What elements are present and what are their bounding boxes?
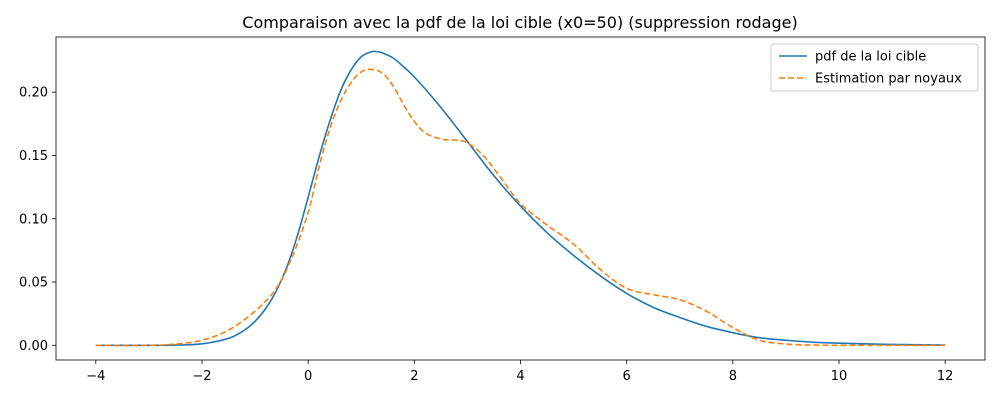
series-line-2 [95,68,946,347]
x-axis: −4 −2 0 2 4 6 8 10 12 [86,360,953,384]
x-tick-label: −2 [192,369,211,384]
x-tick-label: 2 [410,369,418,384]
y-tick-label: 0.10 [19,212,48,227]
y-tick-label: 0.20 [19,86,48,101]
x-tick-label: −4 [86,369,105,384]
legend: pdf de la loi cible Estimation par noyaux [770,43,979,92]
series-layer [95,50,946,347]
y-axis: 0.00 0.05 0.10 0.15 0.20 [19,86,56,354]
series-line-1 [95,50,946,347]
x-tick-label: 8 [729,369,737,384]
x-tick-label: 10 [831,369,848,384]
y-tick-label: 0.00 [19,339,48,354]
y-tick-label: 0.15 [19,149,48,164]
x-tick-label: 0 [304,369,312,384]
legend-label: pdf de la loi cible [815,50,926,65]
y-tick-label: 0.05 [19,276,48,291]
legend-box [770,43,979,92]
x-tick-label: 4 [516,369,524,384]
chart-title: Comparaison avec la pdf de la loi cible … [242,13,797,32]
x-tick-label: 12 [937,369,954,384]
x-tick-label: 6 [623,369,631,384]
legend-label: Estimation par noyaux [815,72,962,87]
